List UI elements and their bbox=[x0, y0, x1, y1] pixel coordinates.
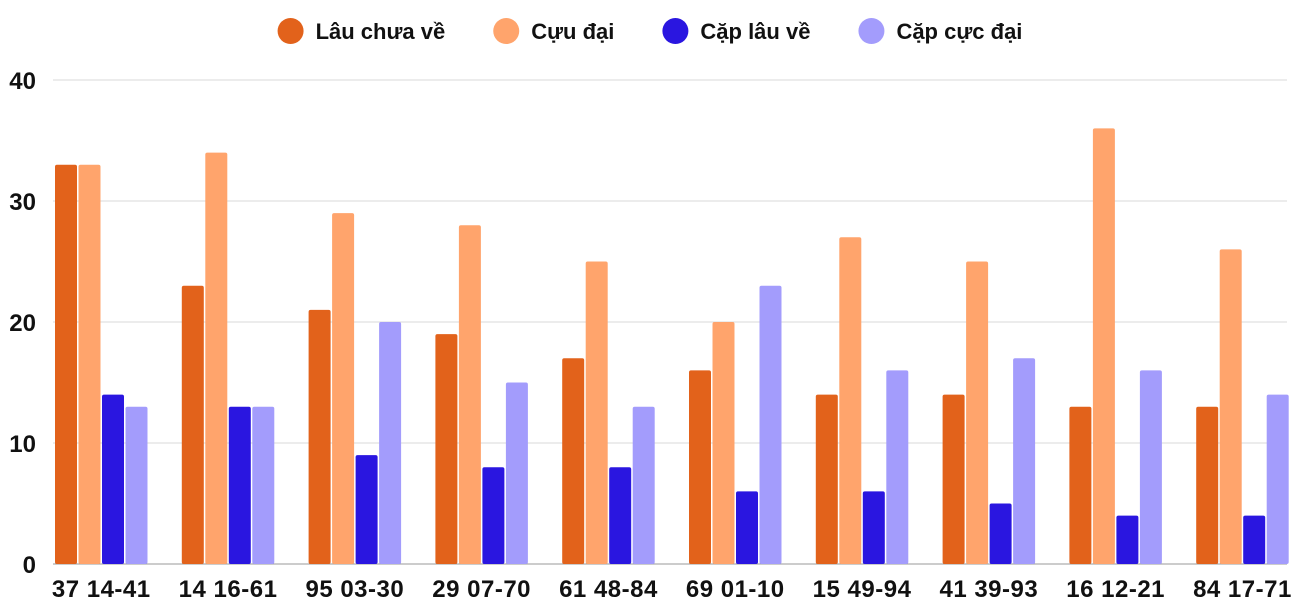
legend-swatch bbox=[858, 18, 885, 44]
bar bbox=[815, 394, 838, 564]
bar bbox=[839, 237, 862, 565]
x-tick-label: 84 17-71 bbox=[1193, 576, 1292, 600]
bar bbox=[1196, 406, 1219, 564]
legend-item: Lâu chưa về bbox=[277, 18, 446, 44]
bar bbox=[1243, 515, 1266, 564]
legend-label: Cặp lâu về bbox=[700, 19, 810, 44]
legend-item: Cựu đại bbox=[493, 18, 614, 44]
x-tick-label: 14 16-61 bbox=[179, 576, 278, 600]
bar bbox=[585, 261, 608, 564]
legend-swatch bbox=[493, 18, 520, 44]
bar bbox=[689, 370, 711, 564]
bar bbox=[862, 491, 885, 564]
bar bbox=[712, 322, 735, 564]
bar bbox=[989, 503, 1012, 564]
x-tick-label: 29 07-70 bbox=[432, 576, 531, 600]
bar bbox=[1139, 370, 1162, 564]
bar bbox=[458, 225, 481, 564]
bar bbox=[435, 334, 458, 564]
bar bbox=[1266, 394, 1289, 564]
plot-area bbox=[55, 128, 1289, 565]
legend-label: Cựu đại bbox=[531, 19, 614, 44]
legend-item: Cặp lâu về bbox=[662, 18, 810, 44]
x-tick-label: 95 03-30 bbox=[305, 576, 404, 600]
bar bbox=[252, 406, 275, 564]
bar bbox=[1219, 249, 1242, 564]
bar bbox=[482, 467, 505, 564]
y-tick-label: 20 bbox=[9, 310, 36, 337]
bar bbox=[1013, 358, 1036, 564]
legend-label: Lâu chưa về bbox=[316, 19, 446, 44]
bar bbox=[102, 394, 124, 564]
legend: Lâu chưa về Cựu đại Cặp lâu về Cặp cực đại bbox=[277, 18, 1022, 44]
legend-swatch bbox=[277, 18, 304, 44]
y-tick-label: 40 bbox=[9, 68, 36, 95]
x-axis: 37 14-41 14 16-61 95 03-30 29 07-70 61 48-84… bbox=[52, 576, 1292, 600]
bar bbox=[1092, 128, 1115, 564]
bar bbox=[308, 309, 331, 564]
bar bbox=[55, 164, 77, 564]
bar bbox=[505, 382, 528, 564]
x-tick-label: 61 48-84 bbox=[559, 576, 658, 600]
bar bbox=[332, 213, 355, 564]
bar bbox=[1116, 515, 1139, 564]
bar bbox=[228, 406, 251, 564]
bar bbox=[886, 370, 909, 564]
bar bbox=[942, 394, 965, 564]
legend-item: Cặp cực đại bbox=[858, 18, 1022, 44]
bar bbox=[759, 285, 782, 564]
x-tick-label: 41 39-93 bbox=[939, 576, 1038, 600]
bar bbox=[562, 358, 585, 564]
x-tick-label: 37 14-41 bbox=[52, 576, 151, 600]
x-tick-label: 69 01-10 bbox=[686, 576, 785, 600]
legend-label: Cặp cực đại bbox=[896, 19, 1022, 44]
bar bbox=[736, 491, 758, 564]
x-tick-label: 15 49-94 bbox=[813, 576, 912, 600]
bar bbox=[609, 467, 632, 564]
bar bbox=[632, 406, 655, 564]
legend-swatch bbox=[662, 18, 689, 44]
bar bbox=[125, 406, 148, 564]
y-tick-label: 30 bbox=[9, 189, 36, 216]
bar bbox=[205, 152, 228, 564]
x-tick-label: 16 12-21 bbox=[1066, 576, 1165, 600]
bar bbox=[1069, 406, 1092, 564]
y-tick-label: 0 bbox=[23, 552, 36, 579]
bar bbox=[355, 455, 378, 564]
bar bbox=[966, 261, 989, 564]
bar bbox=[181, 285, 204, 564]
y-axis: 0 10 20 30 40 bbox=[9, 68, 36, 579]
bar bbox=[379, 322, 402, 564]
y-tick-label: 10 bbox=[9, 431, 36, 458]
bar bbox=[78, 164, 101, 564]
